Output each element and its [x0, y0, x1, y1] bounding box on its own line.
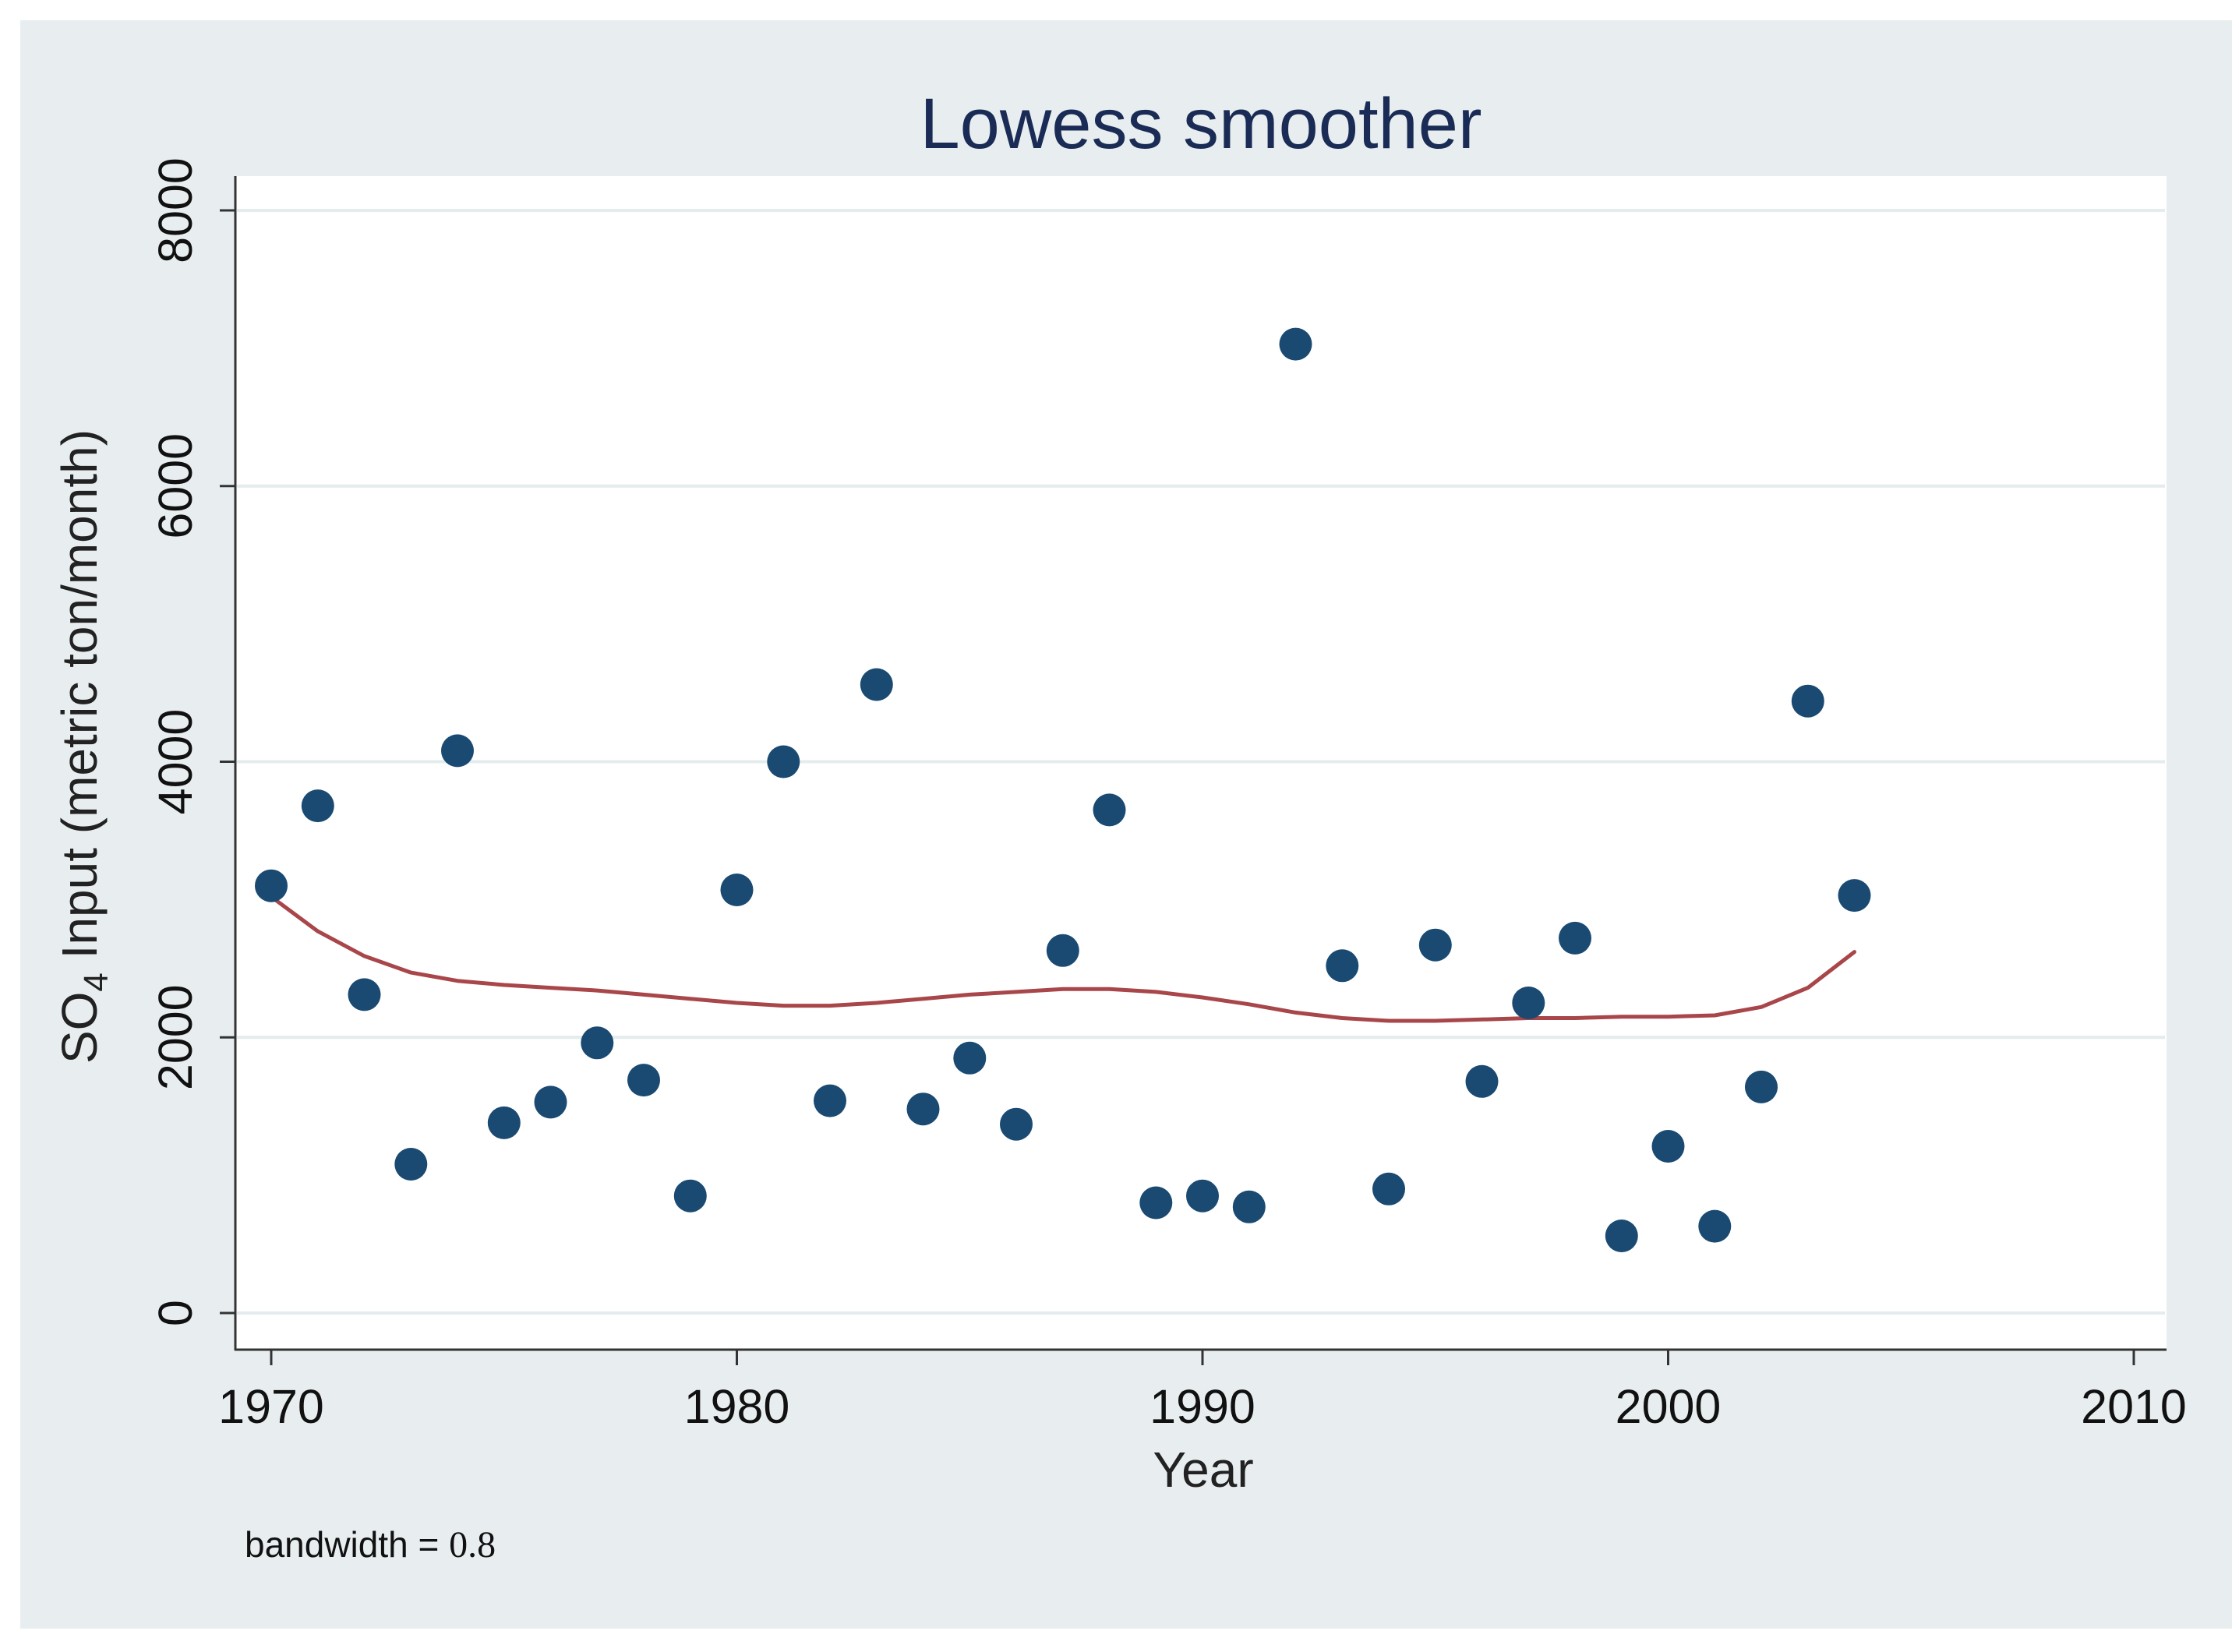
x-tick-label: 1980 — [684, 1380, 790, 1433]
scatter-point-1989 — [1139, 1186, 1173, 1220]
scatter-point-1972 — [348, 978, 381, 1011]
scatter-point-1977 — [581, 1026, 614, 1060]
scatter-point-1996 — [1465, 1064, 1499, 1098]
scatter-point-1999 — [1605, 1220, 1638, 1252]
scatter-point-1984 — [906, 1093, 940, 1126]
y-axis-ticks: 0 2000 4000 6000 8000 — [149, 157, 235, 1326]
y-axis-title: SO4 Input (metric ton/month) — [51, 429, 115, 1064]
scatter-point-1987 — [1046, 934, 1079, 967]
x-tick-label: 1970 — [218, 1380, 324, 1433]
lowess-line — [269, 895, 1856, 1023]
y-tick-label: 8000 — [149, 157, 202, 263]
scatter-point-2001 — [1698, 1209, 1732, 1243]
scatter-point-1980 — [720, 874, 754, 906]
y-axis-title-pre: SO — [51, 992, 108, 1064]
x-tick-label: 2010 — [2081, 1380, 2187, 1433]
scatter-point-1970 — [255, 869, 288, 902]
y-axis-title-sub: 4 — [77, 972, 115, 991]
scatter-point-1974 — [441, 734, 474, 768]
scatter-point-1986 — [1000, 1107, 1033, 1141]
scatter-series — [255, 327, 1871, 1252]
y-axis-title-post: Input (metric ton/month) — [51, 429, 108, 972]
y-tick-label: 2000 — [149, 984, 202, 1090]
scatter-point-1995 — [1418, 928, 1452, 962]
x-axis-ticks: 1970 1980 1990 2000 2010 — [218, 1350, 2187, 1433]
scatter-point-2002 — [1745, 1070, 1778, 1103]
chart-title: Lowess smoother — [920, 84, 1482, 164]
scatter-point-1981 — [767, 745, 800, 778]
scatter-point-1988 — [1093, 793, 1126, 827]
y-tick-label: 6000 — [149, 433, 202, 539]
lowess-series — [269, 895, 1856, 1023]
x-tick-label: 1990 — [1150, 1380, 1255, 1433]
x-tick-label: 2000 — [1616, 1380, 1722, 1433]
scatter-point-1985 — [953, 1041, 987, 1075]
scatter-point-1971 — [301, 789, 334, 823]
scatter-point-2000 — [1651, 1130, 1685, 1163]
scatter-point-1997 — [1512, 987, 1545, 1019]
scatter-point-2004 — [1838, 879, 1871, 912]
x-axis-title: Year — [1153, 1442, 1253, 1498]
scatter-point-1979 — [673, 1179, 707, 1213]
scatter-point-1992 — [1279, 327, 1312, 361]
scatter-point-1973 — [394, 1148, 428, 1181]
scatter-point-1975 — [487, 1106, 521, 1139]
y-tick-label: 0 — [149, 1300, 202, 1326]
bandwidth-note: bandwidth = 0.8 — [245, 1524, 496, 1566]
scatter-point-1982 — [814, 1084, 846, 1117]
scatter-point-1990 — [1186, 1179, 1219, 1213]
bandwidth-label: bandwidth = — [245, 1524, 449, 1565]
scatter-point-1976 — [534, 1085, 567, 1119]
scatter-point-1993 — [1326, 949, 1359, 983]
scatter-point-1978 — [627, 1064, 660, 1097]
bandwidth-value: 0.8 — [449, 1524, 496, 1566]
scatter-point-1983 — [860, 668, 893, 701]
axes — [234, 176, 2167, 1351]
grid-lines — [237, 209, 2165, 1315]
scatter-point-1991 — [1232, 1190, 1266, 1223]
scatter-point-2003 — [1791, 684, 1824, 718]
scatter-point-1998 — [1559, 921, 1591, 955]
scatter-point-1994 — [1372, 1172, 1405, 1205]
y-tick-label: 4000 — [149, 709, 202, 815]
